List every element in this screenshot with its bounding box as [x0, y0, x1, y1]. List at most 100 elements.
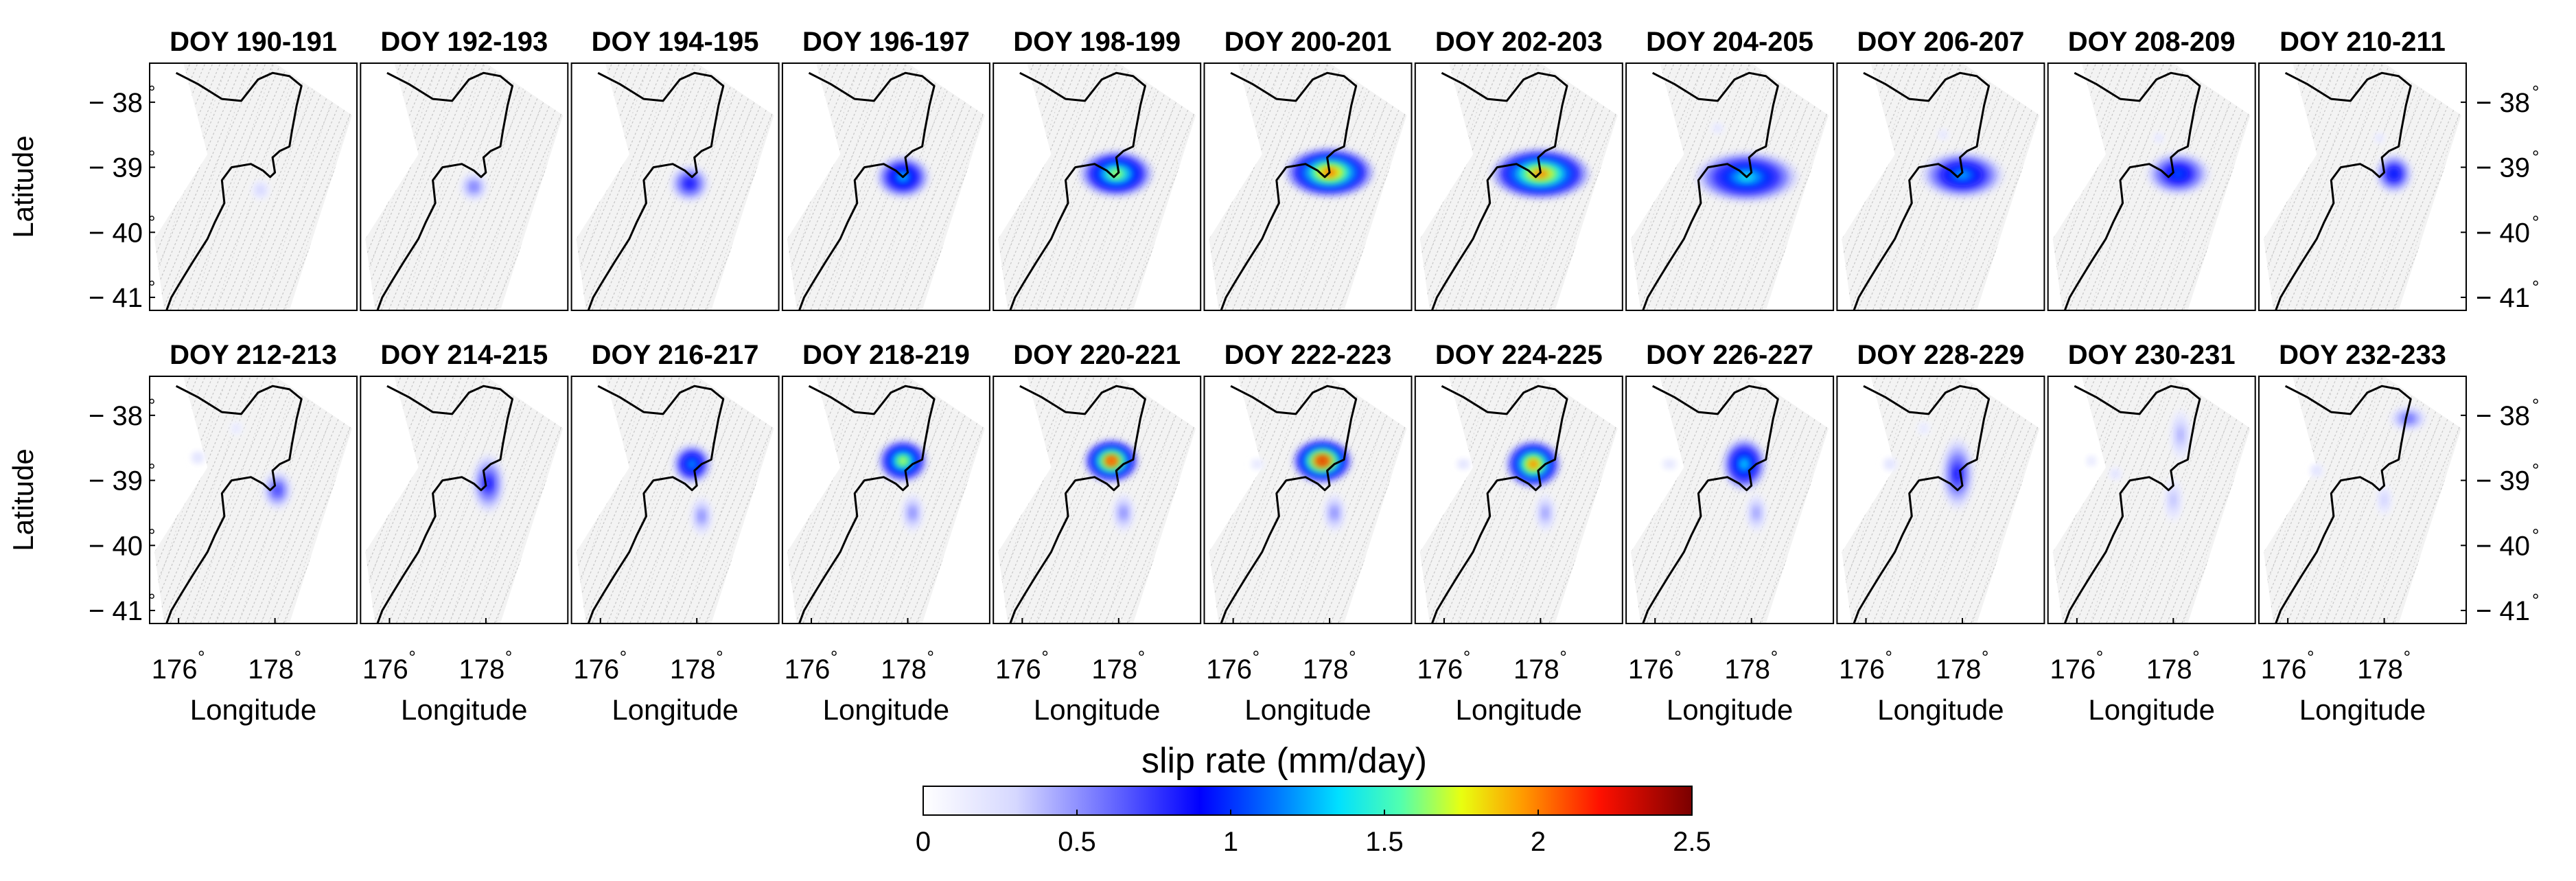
coastline [165, 385, 303, 623]
x-tick-label: 178 [2146, 654, 2192, 685]
slip-patch [1462, 463, 1465, 466]
slip-patch [688, 461, 695, 468]
panel-title: DOY 202-203 [1435, 27, 1603, 57]
x-axis-label: Longitude [1034, 694, 1161, 726]
coastline [1009, 385, 1146, 623]
coastline [376, 71, 513, 310]
slip-patch [1923, 427, 1925, 430]
slip-patch [2315, 469, 2318, 472]
x-tick-degree: ° [1559, 647, 1566, 667]
slip-patch [2090, 459, 2093, 462]
y-tick-degree: ° [148, 590, 155, 610]
map-panel: DOY 194-195 [570, 27, 780, 311]
panel-frame [1414, 62, 1623, 311]
coastline [1853, 71, 1991, 310]
y-tick-label: − 39 [89, 153, 143, 183]
panel-title: DOY 192-193 [380, 27, 548, 57]
x-tick-label: 178 [881, 654, 927, 685]
map-panel: DOY 196-197 [781, 27, 990, 311]
map-panel: DOY 190-191− 38 °− 39 °− 40 °− 41 ° [89, 27, 358, 313]
slip-patch [1668, 463, 1671, 466]
colorbar-tick-label: 0 [916, 827, 931, 857]
y-tick-degree: ° [2532, 277, 2539, 297]
slip-patch [472, 184, 476, 190]
colorbar-tick-label: 2.5 [1673, 827, 1711, 857]
panel-title: DOY 210-211 [2279, 27, 2446, 57]
x-tick-label: 178 [1303, 654, 1349, 685]
panel-title: DOY 206-207 [1857, 27, 2024, 57]
x-tick-degree: ° [505, 647, 512, 667]
slip-patch [1544, 510, 1547, 516]
slip-patch [1317, 457, 1327, 465]
slip-patches [191, 422, 292, 510]
x-tick-degree: ° [927, 647, 934, 667]
x-tick-degree: ° [294, 647, 301, 667]
panel-title: DOY 198-199 [1013, 27, 1181, 57]
x-tick-label: 178 [2357, 654, 2403, 685]
x-tick-degree: ° [1463, 647, 1470, 667]
y-tick-degree: ° [148, 460, 155, 481]
y-tick-label: − 38 [2476, 88, 2530, 118]
colorbar-tick-label: 1.5 [1365, 827, 1404, 857]
slip-patches [1662, 438, 1766, 533]
panel-title: DOY 216-217 [592, 340, 759, 370]
slip-patch [1332, 510, 1336, 516]
x-tick-degree: ° [1349, 647, 1356, 667]
x-axis-label: Longitude [1244, 694, 1371, 726]
x-axis-label: Longitude [612, 694, 739, 726]
slip-patch [235, 427, 237, 430]
panel-title: DOY 200-201 [1225, 27, 1392, 57]
panel-title: DOY 190-191 [170, 27, 337, 57]
x-axis-label: Longitude [2299, 694, 2426, 726]
x-tick-label: 178 [1091, 654, 1137, 685]
map-panel: DOY 232-233− 38 °− 39 °− 40 °− 41 °176 ° 178 °L… [2258, 340, 2539, 726]
slip-patch [2158, 137, 2160, 139]
y-tick-degree: ° [2532, 147, 2539, 168]
y-tick-label: − 40 [2476, 218, 2530, 248]
coastline [1009, 71, 1146, 310]
colorbar-tick-label: 2 [1531, 827, 1546, 857]
y-tick-label: − 40 [89, 531, 143, 561]
y-tick-label: − 40 [89, 218, 143, 248]
map-panel: DOY 212-213− 38 °− 39 °− 40 °− 41 °176 ° 178 °L… [89, 340, 358, 726]
slip-patch [1122, 510, 1126, 516]
y-axis-label: Latitude [7, 448, 39, 551]
panel-frame [993, 376, 1202, 624]
slip-patch [686, 180, 693, 187]
panel-frame [2258, 376, 2467, 624]
panel-frame [360, 62, 569, 311]
y-tick-label: − 41 [89, 283, 143, 313]
coastline [1642, 385, 1779, 623]
x-axis-label: Longitude [1667, 694, 1794, 726]
x-tick-label: 176 [1628, 654, 1674, 685]
panel-frame [1625, 376, 1835, 624]
x-tick-label: 178 [1513, 654, 1559, 685]
slip-patch [2179, 431, 2183, 439]
slip-patches [1084, 439, 1138, 533]
y-tick-degree: ° [148, 147, 155, 168]
y-tick-label: − 41 [89, 596, 143, 626]
panel-title: DOY 208-209 [2068, 27, 2236, 57]
coastline [798, 71, 936, 310]
panel-frame [360, 376, 569, 624]
slip-patch [1955, 468, 1960, 480]
x-tick-label: 176 [1839, 654, 1885, 685]
map-panel: DOY 202-203 [1414, 27, 1623, 311]
y-tick-label: − 38 [89, 401, 143, 431]
y-tick-degree: ° [2532, 211, 2539, 232]
panel-frame [2258, 62, 2467, 311]
slip-patch [2378, 137, 2380, 139]
y-tick-degree: ° [2532, 460, 2539, 481]
coastline [587, 71, 725, 310]
x-tick-label: 176 [2261, 654, 2307, 685]
panel-title: DOY 226-227 [1646, 340, 1813, 370]
panel-title: DOY 196-197 [802, 27, 970, 57]
map-panel: DOY 198-199 [993, 27, 1202, 311]
slip-patch [910, 510, 915, 516]
slip-patches [251, 180, 270, 200]
panel-title: DOY 222-223 [1225, 340, 1392, 370]
